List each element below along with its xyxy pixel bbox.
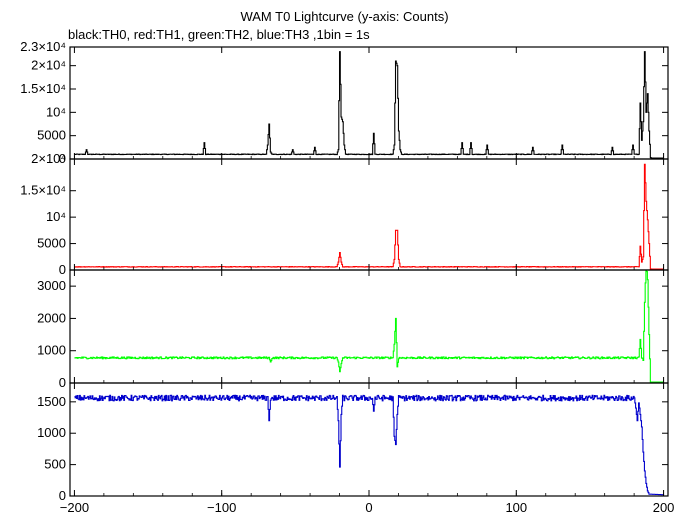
y-tick-label: 0 [59, 151, 66, 166]
panel-frame-1 [69, 46, 669, 160]
y-tick-label: 1.5×10⁴ [20, 183, 66, 198]
chart-subtitle: black:TH0, red:TH1, green:TH2, blue:TH3 … [68, 27, 370, 42]
x-tick-label: 200 [653, 500, 675, 515]
x-tick-label: 0 [365, 500, 372, 515]
series-line-th3 [74, 394, 665, 496]
x-tick-label: 100 [505, 500, 527, 515]
y-tick-label-top: 2×10⁴ [31, 151, 66, 166]
panel-frame-3 [69, 269, 669, 384]
series-line-th1 [74, 163, 664, 270]
y-tick-label: 2000 [37, 310, 66, 325]
y-tick-label: 500 [44, 457, 66, 472]
y-tick-label: 1000 [37, 425, 66, 440]
y-tick-label: 2×10⁴ [31, 58, 66, 73]
y-tick-label: 5000 [37, 128, 66, 143]
y-tick-label: 10⁴ [46, 209, 66, 224]
y-tick-label: 3000 [37, 278, 66, 293]
y-tick-label: 1.5×10⁴ [20, 81, 66, 96]
y-tick-label: 5000 [37, 236, 66, 251]
x-tick-label: −200 [60, 500, 89, 515]
series-line-th0 [74, 51, 664, 159]
y-tick-label: 10⁴ [46, 104, 66, 119]
y-tick-label: 0 [59, 375, 66, 390]
chart-title: WAM T0 Lightcurve (y-axis: Counts) [240, 9, 449, 24]
series-line-th2 [74, 270, 664, 383]
y-tick-label: 0 [59, 488, 66, 503]
panel-frame-2 [69, 158, 669, 271]
y-tick-label-top: 2.3×10⁴ [20, 39, 66, 54]
x-tick-label: −100 [207, 500, 236, 515]
y-tick-label: 0 [59, 262, 66, 277]
y-tick-label: 1000 [37, 343, 66, 358]
y-tick-label: 1500 [37, 394, 66, 409]
